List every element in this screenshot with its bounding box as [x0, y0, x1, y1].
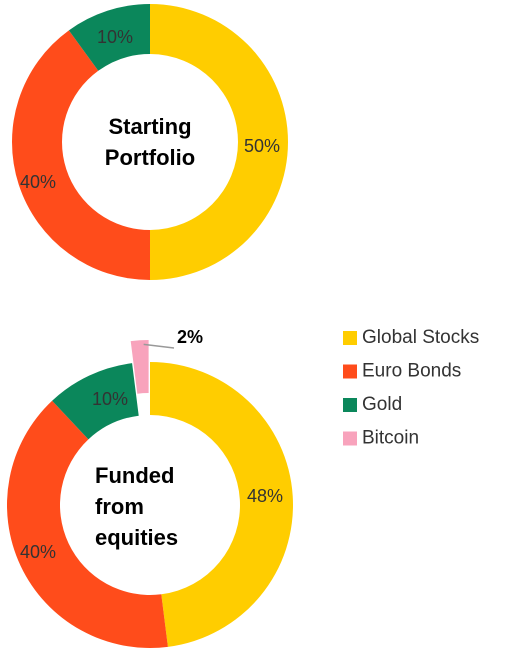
pie-slice	[7, 400, 168, 648]
value-label: 50%	[244, 136, 280, 156]
value-label: 10%	[97, 27, 133, 47]
center-label: from	[95, 494, 144, 519]
value-label: 2%	[177, 327, 203, 347]
pie-slice	[52, 363, 139, 440]
pie-slice	[12, 30, 150, 281]
legend-swatch	[343, 331, 357, 345]
center-label: Starting	[108, 114, 191, 139]
legend-label: Gold	[362, 394, 402, 415]
legend-swatch	[343, 364, 357, 379]
center-label: Funded	[95, 463, 174, 488]
leader-line	[143, 343, 175, 349]
value-label: 10%	[92, 389, 128, 409]
pie-slice	[150, 4, 288, 280]
legend-label: Global Stocks	[362, 327, 479, 348]
value-label: 40%	[20, 542, 56, 562]
pie-slice	[150, 362, 293, 647]
legend-label: Euro Bonds	[362, 361, 461, 382]
legend-swatch	[343, 431, 357, 446]
pie-slice	[130, 340, 149, 394]
pie-slice	[68, 4, 150, 71]
legend-swatch	[343, 398, 357, 412]
center-label: equities	[95, 525, 178, 550]
legend-label: Bitcoin	[362, 428, 419, 449]
value-label: 40%	[20, 172, 56, 192]
center-label: Portfolio	[105, 145, 195, 170]
value-label: 48%	[247, 486, 283, 506]
